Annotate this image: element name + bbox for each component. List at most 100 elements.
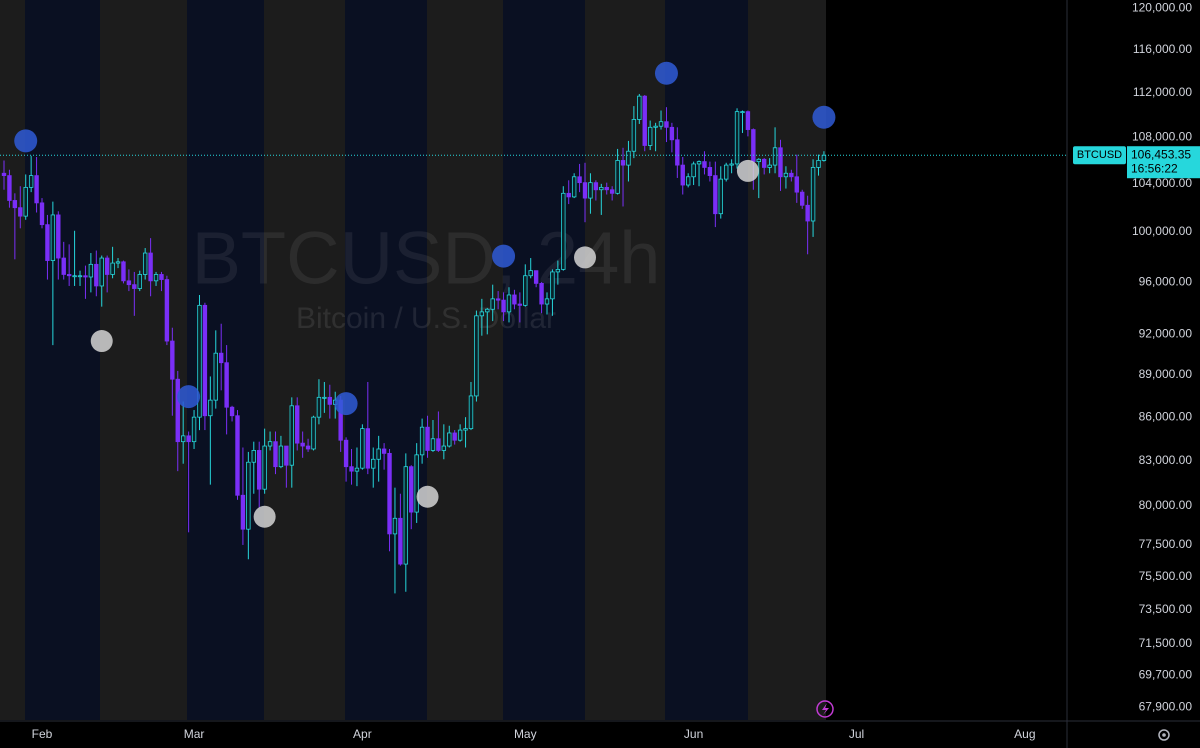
candle-body xyxy=(186,435,191,443)
x-tick-label: Feb xyxy=(32,727,53,741)
candle-body xyxy=(604,186,609,191)
candle-body xyxy=(34,175,39,204)
candle-body xyxy=(175,378,180,443)
settings-icon[interactable] xyxy=(1158,729,1170,741)
candle-body xyxy=(327,396,332,405)
candle-body xyxy=(66,274,72,277)
candle-body xyxy=(191,416,197,443)
alert-circle[interactable] xyxy=(816,700,834,718)
stripe xyxy=(264,0,345,720)
session-stripes xyxy=(0,0,826,720)
candle-body xyxy=(441,445,447,451)
high-marker xyxy=(177,385,201,409)
y-tick-label: 100,000.00 xyxy=(1132,224,1192,238)
candle-body xyxy=(425,426,430,451)
candle-body xyxy=(23,186,28,217)
candle-body xyxy=(778,147,783,178)
y-tick-label: 73,500.00 xyxy=(1139,602,1193,616)
y-tick-label: 108,000.00 xyxy=(1132,130,1192,144)
candle-body xyxy=(609,189,615,194)
candle-body xyxy=(273,441,278,468)
y-tick-label: 112,000.00 xyxy=(1133,85,1192,99)
y-tick-label: 67,900.00 xyxy=(1139,699,1193,713)
candle-body xyxy=(251,450,256,463)
candle-body xyxy=(751,129,756,163)
stripe xyxy=(345,0,427,720)
candle-body xyxy=(528,270,533,277)
high-marker xyxy=(492,244,516,268)
candle-body xyxy=(561,192,566,270)
low-marker xyxy=(736,159,759,182)
y-tick-label: 80,000.00 xyxy=(1139,498,1193,512)
candle-body xyxy=(229,406,235,417)
candle-body xyxy=(246,461,251,530)
candle-body xyxy=(235,415,240,496)
candle-body xyxy=(381,448,387,454)
candle-body xyxy=(452,432,457,441)
candle-body xyxy=(447,432,452,447)
candle-body xyxy=(745,111,751,130)
candle-body xyxy=(566,192,571,198)
candle-body xyxy=(805,204,810,222)
candle-body xyxy=(376,448,381,460)
candle-body xyxy=(45,224,50,261)
candle-body xyxy=(555,268,561,273)
candle-body xyxy=(571,176,577,198)
settings-center xyxy=(1162,733,1166,737)
candle-body xyxy=(430,438,436,451)
countdown-label: 16:56:22 xyxy=(1131,161,1178,175)
candle-body xyxy=(718,178,723,215)
candle-body xyxy=(756,158,761,163)
axes: 120,000.00 116,000.00 112,000.00 108,000.00… xyxy=(32,0,1200,741)
y-tick-label: 86,000.00 xyxy=(1139,409,1193,423)
candle-body xyxy=(647,126,653,146)
candle-body xyxy=(170,340,175,380)
candle-body xyxy=(72,275,77,278)
high-marker xyxy=(654,61,678,85)
candle-body xyxy=(685,176,691,186)
candle-body xyxy=(436,438,441,451)
settings-gear[interactable] xyxy=(1158,729,1170,741)
candle-body xyxy=(354,467,360,472)
candle-body xyxy=(121,261,126,282)
low-marker xyxy=(253,505,276,528)
candle-body xyxy=(39,202,45,226)
candle-body xyxy=(501,299,506,313)
stripe xyxy=(748,0,826,720)
y-tick-label: 104,000.00 xyxy=(1132,176,1192,190)
candle-body xyxy=(783,172,789,178)
candle-body xyxy=(387,452,392,535)
high-marker xyxy=(812,105,836,129)
candle-body xyxy=(495,298,501,301)
x-tick-label: May xyxy=(514,727,537,741)
candle-body xyxy=(132,284,137,289)
y-tick-label: 69,700.00 xyxy=(1139,667,1193,681)
alert-icon[interactable] xyxy=(816,700,834,718)
high-marker xyxy=(334,392,358,416)
stripe xyxy=(25,0,100,720)
candle-body xyxy=(403,466,409,565)
candle-body xyxy=(506,294,512,313)
plot xyxy=(0,61,1067,594)
candle-body xyxy=(767,164,772,168)
candle-body xyxy=(56,214,61,259)
low-marker xyxy=(416,485,439,508)
y-tick-label: 116,000.00 xyxy=(1133,42,1192,56)
candle-body xyxy=(642,95,647,146)
candle-body xyxy=(702,161,707,168)
y-tick-label: 77,500.00 xyxy=(1139,537,1193,551)
candle-body xyxy=(658,121,664,127)
x-tick-label: Aug xyxy=(1014,727,1035,741)
candle-body xyxy=(202,304,208,417)
candle-body xyxy=(278,445,284,468)
candle-body xyxy=(224,362,229,408)
symbol-label: BTCUSD xyxy=(1077,149,1122,161)
candle-body xyxy=(734,111,740,165)
candle-body xyxy=(615,160,620,194)
candle-body xyxy=(28,175,34,188)
candle-body xyxy=(295,405,300,444)
candle-body xyxy=(517,303,523,306)
candle-body xyxy=(414,454,419,513)
last-price-label: 106,453.35 xyxy=(1131,147,1191,161)
